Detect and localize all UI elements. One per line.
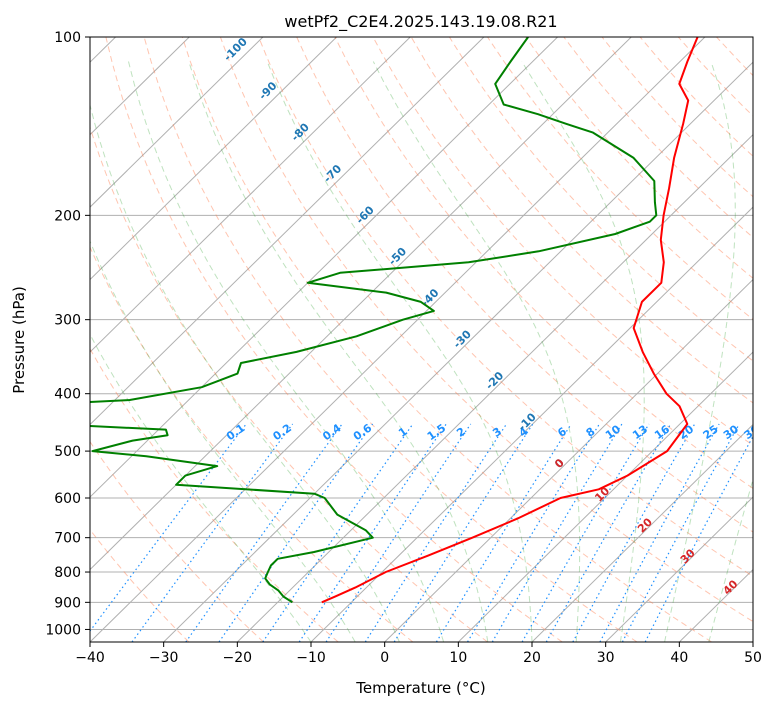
x-tick-label: −20 bbox=[223, 650, 253, 666]
x-tick-label: 0 bbox=[380, 650, 389, 666]
y-axis-label: Pressure (hPa) bbox=[10, 286, 28, 394]
x-tick-label: 30 bbox=[597, 650, 615, 666]
y-tick-label: 1000 bbox=[45, 622, 81, 638]
x-tick-label: −40 bbox=[75, 650, 105, 666]
y-tick-label: 100 bbox=[54, 30, 81, 46]
y-tick-label: 200 bbox=[54, 208, 81, 224]
x-tick-label: 50 bbox=[744, 650, 762, 666]
y-tick-label: 800 bbox=[54, 565, 81, 581]
x-tick-label: 20 bbox=[523, 650, 541, 666]
chart-title: wetPf2_C2E4.2025.143.19.08.R21 bbox=[284, 12, 557, 32]
x-tick-label: 40 bbox=[670, 650, 688, 666]
y-tick-label: 500 bbox=[54, 444, 81, 460]
x-tick-label: −30 bbox=[149, 650, 179, 666]
x-axis-label: Temperature (°C) bbox=[355, 679, 485, 697]
y-tick-label: 900 bbox=[54, 595, 81, 611]
x-tick-label: 10 bbox=[449, 650, 467, 666]
y-tick-label: 700 bbox=[54, 531, 81, 547]
x-tick-label: −10 bbox=[296, 650, 326, 666]
y-tick-label: 400 bbox=[54, 387, 81, 403]
y-tick-label: 600 bbox=[54, 491, 81, 507]
y-tick-label: 300 bbox=[54, 313, 81, 329]
